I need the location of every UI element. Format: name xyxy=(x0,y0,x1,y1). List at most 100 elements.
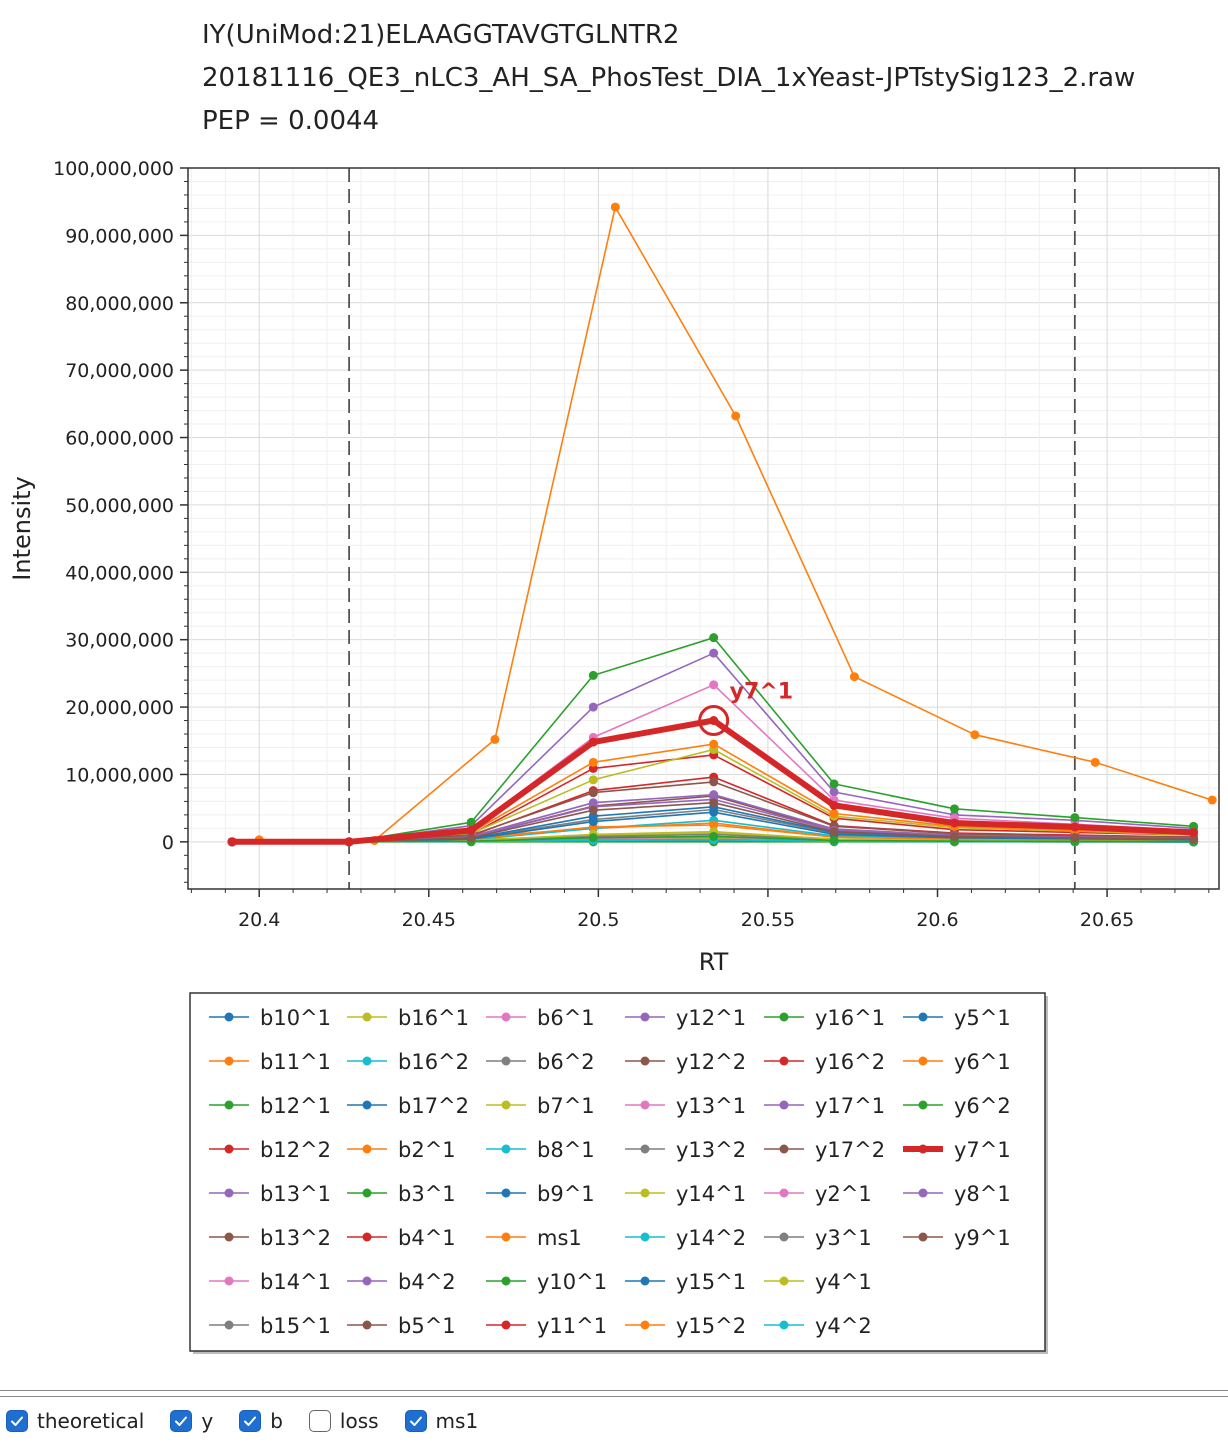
legend-swatch-dot xyxy=(779,1144,789,1154)
legend-swatch-dot xyxy=(640,1320,650,1330)
divider-top xyxy=(0,1390,1228,1391)
x-tick-label: 20.4 xyxy=(238,909,280,931)
legend-label: y6^1 xyxy=(954,1050,1011,1074)
legend-label: y14^2 xyxy=(676,1226,746,1250)
legend-label: b5^1 xyxy=(398,1314,456,1338)
checkbox-loss[interactable]: loss xyxy=(308,1409,379,1433)
legend-swatch-dot xyxy=(918,1012,928,1022)
x-tick-label: 20.45 xyxy=(402,909,456,931)
legend-swatch-dot xyxy=(224,1188,234,1198)
legend-label: y12^2 xyxy=(676,1050,746,1074)
x-tick-label: 20.6 xyxy=(916,909,958,931)
legend-swatch-dot xyxy=(501,1100,511,1110)
legend-swatch-dot xyxy=(918,1144,928,1154)
legend-swatch-dot xyxy=(779,1056,789,1066)
legend-label: ms1 xyxy=(537,1226,582,1250)
legend-swatch-dot xyxy=(501,1188,511,1198)
checkmark-icon[interactable] xyxy=(170,1410,193,1432)
x-tick-label: 20.5 xyxy=(577,909,619,931)
checkmark-icon[interactable] xyxy=(6,1410,28,1432)
grid-lines xyxy=(188,167,1219,889)
checkbox-ms1[interactable]: ms1 xyxy=(404,1409,479,1433)
data-point xyxy=(709,633,719,643)
legend-swatch-dot xyxy=(779,1012,789,1022)
legend-item-y17^1: y17^1 xyxy=(764,1094,885,1118)
legend-swatch-dot xyxy=(640,1012,650,1022)
raw-file-title: 20181116_QE3_nLC3_AH_SA_PhosTest_DIA_1xY… xyxy=(202,63,1136,93)
y-tick-label: 10,000,000 xyxy=(65,764,174,786)
legend-label: b12^1 xyxy=(260,1094,331,1118)
checkbox-theoretical[interactable]: theoretical xyxy=(6,1409,144,1433)
legend-swatch-dot xyxy=(779,1232,789,1242)
legend-item-b14^1: b14^1 xyxy=(209,1270,331,1294)
legend-label: y17^1 xyxy=(815,1094,885,1118)
plot-area xyxy=(188,168,1219,889)
legend-label: y16^1 xyxy=(815,1006,885,1030)
data-point xyxy=(344,837,354,847)
data-point xyxy=(829,809,839,819)
legend-swatch-dot xyxy=(779,1100,789,1110)
display-options: theoretical y b loss ms1 xyxy=(6,1409,504,1433)
checkmark-icon[interactable] xyxy=(404,1410,427,1432)
legend-item-y17^2: y17^2 xyxy=(764,1138,885,1162)
data-point xyxy=(849,672,859,682)
checkbox-label: theoretical xyxy=(37,1409,145,1433)
legend-item-b16^1: b16^1 xyxy=(347,1006,469,1030)
data-point xyxy=(829,835,839,845)
legend-item-y14^2: y14^2 xyxy=(625,1226,746,1250)
legend-item-y2^1: y2^1 xyxy=(764,1182,872,1206)
data-point xyxy=(1189,827,1199,837)
legend-label: y6^2 xyxy=(954,1094,1011,1118)
legend-item-b7^1: b7^1 xyxy=(486,1094,595,1118)
legend-label: y4^2 xyxy=(815,1314,872,1338)
x-tick-label: 20.65 xyxy=(1080,909,1134,931)
series-lines: y7^1 xyxy=(227,202,1217,847)
checkbox-label: b xyxy=(270,1409,283,1433)
legend-item-b13^1: b13^1 xyxy=(209,1182,331,1206)
data-point xyxy=(829,827,839,837)
y-tick-label: 0 xyxy=(162,832,174,854)
peptide-title: IY(UniMod:21)ELAAGGTAVGTGLNTR2 xyxy=(202,20,680,50)
empty-checkbox-icon[interactable] xyxy=(308,1410,331,1432)
data-point xyxy=(1207,795,1217,805)
legend-item-y11^1: y11^1 xyxy=(486,1314,607,1338)
legend-item-b16^2: b16^2 xyxy=(347,1050,469,1074)
series-y7^1 xyxy=(227,716,1199,847)
legend-item-b4^2: b4^2 xyxy=(347,1270,456,1294)
y-tick-label: 80,000,000 xyxy=(65,293,174,315)
legend-label: b13^1 xyxy=(260,1182,331,1206)
checkbox-b[interactable]: b xyxy=(239,1409,283,1433)
legend-item-y14^1: y14^1 xyxy=(625,1182,746,1206)
legend-swatch-dot xyxy=(362,1144,372,1154)
legend-swatch-dot xyxy=(501,1276,511,1286)
x-axis-title: RT xyxy=(699,948,729,976)
legend-item-y15^2: y15^2 xyxy=(625,1314,746,1338)
legend-item-b8^1: b8^1 xyxy=(486,1138,595,1162)
legend-swatch-dot xyxy=(362,1188,372,1198)
legend-swatch-dot xyxy=(224,1056,234,1066)
legend-item-y8^1: y8^1 xyxy=(903,1182,1011,1206)
checkbox-label: ms1 xyxy=(435,1409,479,1433)
legend-item-b5^1: b5^1 xyxy=(347,1314,456,1338)
legend-swatch-dot xyxy=(224,1232,234,1242)
checkbox-y[interactable]: y xyxy=(170,1409,213,1433)
legend-swatch-dot xyxy=(224,1320,234,1330)
legend-swatch-dot xyxy=(779,1276,789,1286)
chart-title: IY(UniMod:21)ELAAGGTAVGTGLNTR2 20181116_… xyxy=(202,14,1135,143)
checkbox-label: loss xyxy=(339,1409,379,1433)
data-point xyxy=(709,739,719,749)
data-point xyxy=(949,818,959,828)
data-point xyxy=(1090,757,1100,767)
legend-label: b13^2 xyxy=(260,1226,331,1250)
data-point xyxy=(588,833,598,843)
legend-label: y4^1 xyxy=(815,1270,872,1294)
legend-item-y6^1: y6^1 xyxy=(903,1050,1011,1074)
legend-item-b9^1: b9^1 xyxy=(486,1182,595,1206)
legend-swatch-dot xyxy=(640,1232,650,1242)
checkmark-icon[interactable] xyxy=(239,1410,262,1432)
chromatogram-chart[interactable]: y7^1 100,000,000 90,000,000 80,000,000 70,0… xyxy=(0,0,1228,1380)
legend-label: y5^1 xyxy=(954,1006,1011,1030)
legend-swatch-dot xyxy=(501,1320,511,1330)
legend-label: y3^1 xyxy=(815,1226,872,1250)
pep-value: PEP = 0.0044 xyxy=(202,106,380,136)
